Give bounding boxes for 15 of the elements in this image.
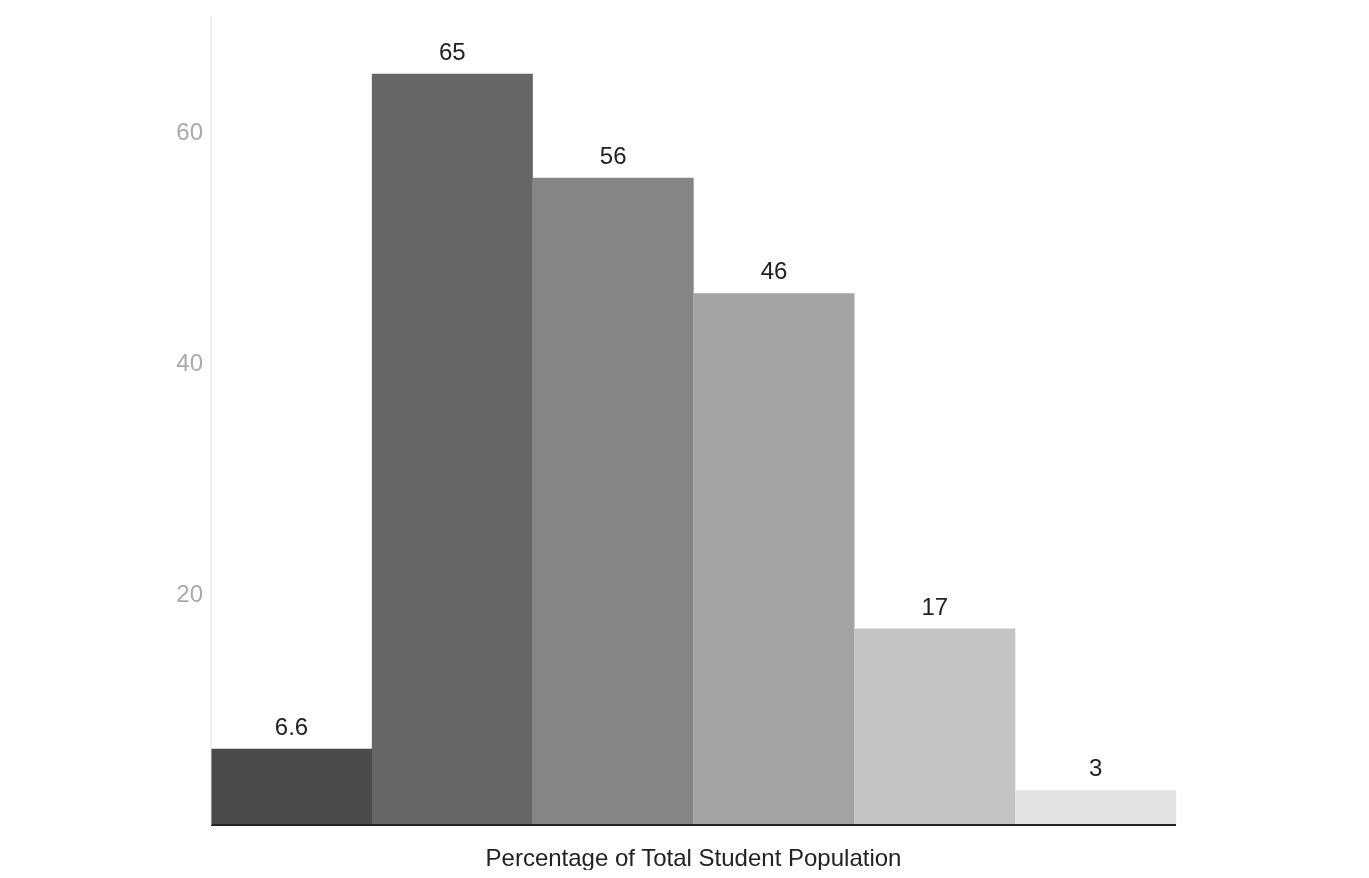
y-tick-label: 20 (176, 580, 203, 608)
bar (854, 628, 1016, 825)
bar (1015, 790, 1177, 825)
bar (532, 177, 694, 825)
data-label: 3 (1088, 754, 1103, 782)
data-label: 56 (599, 141, 627, 169)
y-tick-label: 40 (176, 349, 203, 377)
bar (371, 73, 533, 825)
data-label: 65 (438, 37, 466, 65)
data-label: 46 (760, 257, 788, 285)
bar (211, 748, 372, 825)
y-tick-label: 60 (176, 118, 203, 146)
data-label: 6.6 (274, 712, 309, 740)
data-label: 17 (921, 592, 949, 620)
bar (693, 293, 855, 825)
